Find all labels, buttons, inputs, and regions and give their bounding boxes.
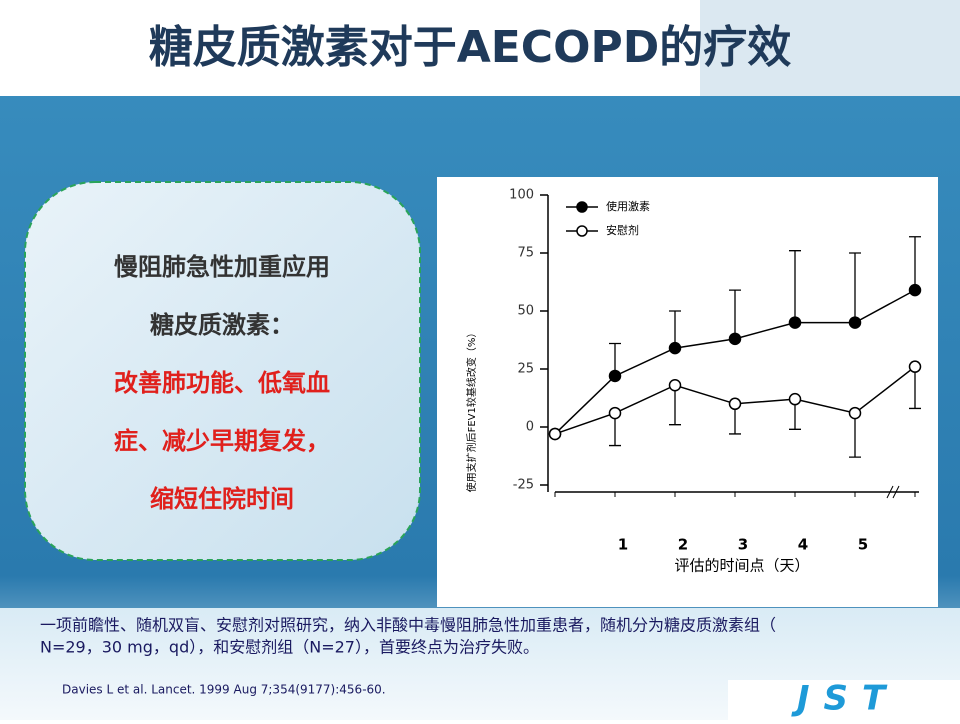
panel-line: 糖皮质激素： [150, 311, 294, 339]
x-tick-label: 4 [798, 536, 808, 554]
y-tick-label: 75 [517, 246, 534, 261]
logo-box [728, 680, 960, 720]
data-point [788, 316, 802, 329]
data-point [848, 316, 862, 329]
legend-label: 使用激素 [606, 199, 650, 213]
data-point [788, 392, 802, 406]
data-point [728, 397, 742, 411]
data-point [608, 369, 622, 383]
header-image [700, 0, 960, 96]
error-bar [729, 289, 741, 339]
panel-highlight: 改善肺功能、低氧血 [114, 369, 330, 397]
x-tick-label: 1 [618, 536, 628, 554]
panel-highlight: 缩短住院时间 [150, 485, 294, 513]
y-tick-label: 0 [526, 420, 534, 435]
y-tick-label: -25 [513, 478, 534, 493]
data-point [848, 406, 862, 420]
error-bar [849, 252, 861, 323]
y-tick-label: 50 [517, 304, 534, 319]
error-bar [909, 236, 921, 291]
legend-marker [576, 225, 588, 237]
axis-break [886, 485, 900, 499]
data-point [728, 332, 742, 346]
x-tick-label: 3 [738, 536, 748, 554]
chart-panel [437, 177, 938, 607]
error-bar [789, 250, 801, 323]
data-point [908, 283, 922, 297]
panel-line: 慢阻肺急性加重应用 [114, 253, 330, 281]
error-bar [669, 385, 681, 426]
summary-panel [24, 181, 421, 561]
data-point [668, 378, 682, 392]
citation: Davies L et al. Lancet. 1999 Aug 7;354(9… [62, 683, 386, 697]
panel-highlight: 症、减少早期复发， [114, 427, 330, 455]
x-tick-label: 5 [858, 536, 868, 554]
legend-marker [576, 201, 588, 213]
chart: -25 0 25 50 75 100 1 2 3 4 5 评估的时间点（天） 使用支扩剂后FEV1较基线… [465, 188, 922, 575]
error-bar [909, 366, 921, 410]
slide-title: 糖皮质激素对于AECOPD的疗效 [149, 22, 792, 73]
footer-text: 一项前瞻性、随机双盲、安慰剂对照研究，纳入非酸中毒慢阻肺急性加重患者，随机分为糖… [40, 616, 776, 635]
footer-text: N=29，30 mg，qd），和安慰剂组（N=27），首要终点为治疗失败。 [40, 638, 539, 657]
y-tick-label: 100 [509, 188, 534, 203]
x-tick-label: 2 [678, 536, 688, 554]
x-axis-label: 评估的时间点（天） [674, 557, 809, 575]
logo: JST [791, 679, 899, 719]
error-bar [849, 413, 861, 458]
data-point [668, 341, 682, 355]
data-point [608, 406, 622, 420]
data-point [548, 427, 562, 441]
y-tick-label: 25 [517, 362, 534, 377]
legend-label: 安慰剂 [606, 223, 639, 237]
data-point [908, 360, 922, 373]
y-axis-label: 使用支扩剂后FEV1较基线改变（%） [465, 328, 478, 493]
